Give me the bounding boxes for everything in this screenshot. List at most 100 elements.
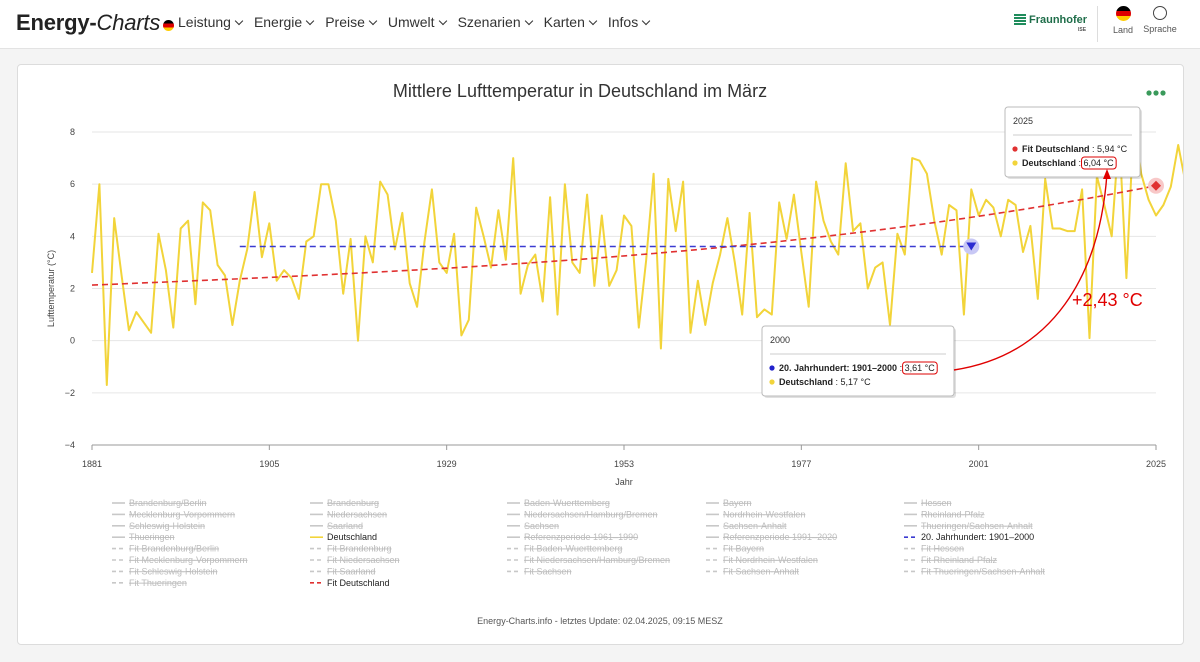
- legend-item[interactable]: 20. Jahrhundert: 1901–2000: [904, 532, 1034, 542]
- legend-item[interactable]: Sachsen-Anhalt: [706, 521, 787, 531]
- fit-marker: [1151, 180, 1161, 191]
- tooltip-tooltip_2000: 2000 20. Jahrhundert: 1901–2000 : 3,61 °C…: [761, 325, 956, 398]
- legend-item[interactable]: Thueringen: [112, 532, 175, 542]
- nav-label: Szenarien: [457, 14, 521, 30]
- temperature-chart: Mittlere Lufttemperatur in Deutschland i…: [46, 81, 1187, 626]
- annotation-arrow: [953, 172, 1108, 371]
- y-tick-label: 4: [70, 231, 75, 241]
- tooltip-dot: [769, 379, 775, 385]
- legend-item[interactable]: Brandenburg: [310, 498, 379, 508]
- legend-item[interactable]: Referenzperiode 1991–2020: [706, 532, 837, 542]
- tooltip-row: Deutschland : 6,04 °C: [1022, 158, 1114, 168]
- legend-item[interactable]: Baden-Wuerttemberg: [507, 498, 610, 508]
- chart-footer: Energy-Charts.info - letztes Update: 02.…: [477, 616, 723, 626]
- legend-item[interactable]: Fit Saarland: [310, 566, 376, 576]
- legend-item[interactable]: Brandenburg/Berlin: [112, 498, 207, 508]
- legend-item[interactable]: Saarland: [310, 521, 363, 531]
- legend-item[interactable]: Fit Baden-Wuerttemberg: [507, 544, 622, 554]
- legend-item[interactable]: Referenzperiode 1961–1990: [507, 532, 638, 542]
- y-tick-label: −2: [65, 388, 75, 398]
- more-dots-icon[interactable]: [1146, 90, 1166, 96]
- x-tick-label: 1977: [791, 459, 811, 469]
- logo[interactable]: Energy-Charts: [16, 10, 175, 36]
- legend-label: Fit Sachsen-Anhalt: [723, 566, 800, 576]
- legend-item[interactable]: Fit Bayern: [706, 544, 764, 554]
- legend-label: Fit Sachsen: [524, 566, 572, 576]
- x-tick-label: 1953: [614, 459, 634, 469]
- nav-szenarien[interactable]: Szenarien: [457, 14, 533, 30]
- legend-item[interactable]: Fit Thueringen/Sachsen-Anhalt: [904, 566, 1045, 576]
- chart-title: Mittlere Lufttemperatur in Deutschland i…: [393, 81, 767, 101]
- tooltip-title: 2000: [770, 335, 790, 345]
- main-nav: Leistung Energie Preise Umwelt Szenarien Kart…: [178, 14, 651, 30]
- tooltip-row-value: 3,61 °C: [905, 363, 936, 373]
- x-axis-label: Jahr: [615, 477, 633, 487]
- language-selector[interactable]: Sprache: [1140, 6, 1180, 34]
- nav-umwelt[interactable]: Umwelt: [388, 14, 447, 30]
- legend-item[interactable]: Mecklenburg-Vorpommern: [112, 509, 235, 519]
- legend-label: Brandenburg/Berlin: [129, 498, 207, 508]
- legend-item[interactable]: Sachsen: [507, 521, 559, 531]
- legend-label: Niedersachsen: [327, 509, 387, 519]
- annotation-label: +2,43 °C: [1072, 290, 1143, 310]
- legend-item[interactable]: Fit Hessen: [904, 544, 964, 554]
- legend-label: Bayern: [723, 498, 752, 508]
- fraunhofer-logo[interactable]: Fraunhofer ISE: [1014, 13, 1087, 33]
- tooltip-row: Deutschland : 5,17 °C: [779, 377, 871, 387]
- tooltip-row-label: Fit Deutschland: [1022, 144, 1090, 154]
- fraunhofer-icon: [1014, 13, 1026, 25]
- legend-item[interactable]: Fit Mecklenburg-Vorpommern: [112, 555, 248, 565]
- nav-energie[interactable]: Energie: [254, 14, 315, 30]
- legend-item[interactable]: Fit Deutschland: [310, 578, 390, 588]
- nav-leistung[interactable]: Leistung: [178, 14, 244, 30]
- legend-item[interactable]: Fit Brandenburg/Berlin: [112, 544, 219, 554]
- germany-flag-icon: [1115, 6, 1131, 21]
- nav-label: Preise: [325, 14, 365, 30]
- legend-item[interactable]: Niedersachsen/Hamburg/Bremen: [507, 509, 658, 519]
- legend-item[interactable]: Deutschland: [310, 532, 377, 542]
- tooltip-dot: [769, 365, 775, 371]
- legend-item[interactable]: Fit Sachsen: [507, 566, 572, 576]
- tooltip-row-label: Deutschland: [779, 377, 833, 387]
- legend-item[interactable]: Hessen: [904, 498, 952, 508]
- series-fit-deutschland-line: [91, 184, 1157, 286]
- legend-label: Niedersachsen/Hamburg/Bremen: [524, 509, 658, 519]
- legend-item[interactable]: Rheinland-Pfalz: [904, 509, 985, 519]
- legend-label: Fit Nordrhein-Westfalen: [723, 555, 818, 565]
- legend-item[interactable]: Thueringen/Sachsen-Anhalt: [904, 521, 1033, 531]
- nav-karten[interactable]: Karten: [544, 14, 598, 30]
- y-tick-label: 2: [70, 284, 75, 294]
- century-marker: [966, 242, 977, 251]
- y-tick-label: −4: [65, 440, 75, 450]
- x-tick-label: 1929: [437, 459, 457, 469]
- legend-item[interactable]: Fit Schleswig-Holstein: [112, 566, 218, 576]
- country-selector[interactable]: Land: [1103, 6, 1143, 35]
- nav-preise[interactable]: Preise: [325, 14, 378, 30]
- chevron-down-icon: [641, 16, 651, 26]
- x-tick-label: 2025: [1146, 459, 1166, 469]
- nav-infos[interactable]: Infos: [608, 14, 651, 30]
- legend-item[interactable]: Fit Nordrhein-Westfalen: [706, 555, 818, 565]
- legend-label: Referenzperiode 1991–2020: [723, 532, 837, 542]
- legend-item[interactable]: Fit Rheinland-Pfalz: [904, 555, 998, 565]
- legend-label: Fit Brandenburg/Berlin: [129, 544, 219, 554]
- legend-label: Fit Niedersachsen: [327, 555, 400, 565]
- legend-item[interactable]: Schleswig-Holstein: [112, 521, 205, 531]
- chevron-down-icon: [234, 16, 244, 26]
- legend-item[interactable]: Nordrhein-Westfalen: [706, 509, 805, 519]
- legend-item[interactable]: Fit Brandenburg: [310, 544, 392, 554]
- tooltip-tooltip_2025: 2025 Fit Deutschland : 5,94 °C Deutschland…: [1004, 106, 1142, 179]
- legend-item[interactable]: Bayern: [706, 498, 752, 508]
- legend-label: Fit Schleswig-Holstein: [129, 566, 218, 576]
- legend-item[interactable]: Niedersachsen: [310, 509, 387, 519]
- chart-card: Mittlere Lufttemperatur in Deutschland i…: [17, 64, 1187, 645]
- legend-label: Thueringen/Sachsen-Anhalt: [921, 521, 1033, 531]
- tooltip-row-value: 6,04 °C: [1084, 158, 1115, 168]
- legend-item[interactable]: Fit Niedersachsen/Hamburg/Bremen: [507, 555, 670, 565]
- tooltip-dot: [1012, 160, 1018, 166]
- legend-item[interactable]: Fit Thueringen: [112, 578, 187, 588]
- legend-item[interactable]: Fit Niedersachsen: [310, 555, 400, 565]
- tooltip-row-value: 5,17 °C: [841, 377, 872, 387]
- legend-item[interactable]: Fit Sachsen-Anhalt: [706, 566, 800, 576]
- y-axis-label: Lufttemperatur (°C): [46, 250, 56, 327]
